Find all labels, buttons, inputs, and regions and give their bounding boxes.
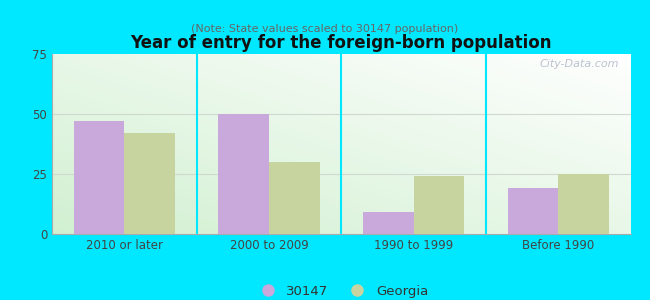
Bar (269, 162, 320, 234)
Legend: 30147, Georgia: 30147, Georgia (249, 279, 434, 300)
Bar (124, 133, 175, 234)
Title: Year of entry for the foreign-born population: Year of entry for the foreign-born popul… (131, 34, 552, 52)
Bar (218, 114, 269, 234)
Bar (508, 188, 558, 234)
Bar (363, 212, 413, 234)
Text: (Note: State values scaled to 30147 population): (Note: State values scaled to 30147 popu… (191, 23, 459, 34)
Bar (73, 121, 124, 234)
Bar (413, 176, 464, 234)
Text: City-Data.com: City-Data.com (540, 59, 619, 69)
Bar (558, 174, 609, 234)
